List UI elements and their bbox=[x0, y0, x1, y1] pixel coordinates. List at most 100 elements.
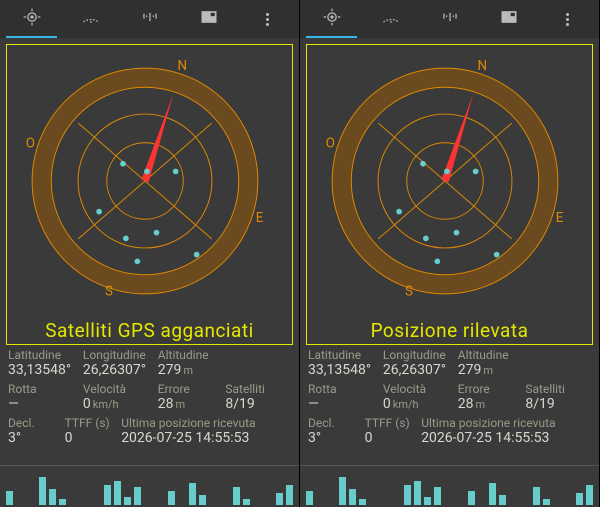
bar bbox=[404, 485, 411, 505]
tab-icon-0 bbox=[22, 7, 42, 31]
ttff-value: 0 bbox=[65, 430, 122, 446]
data-grid: LatitudineLongitudineAltitudine 33,13548°… bbox=[300, 345, 599, 417]
svg-text:N: N bbox=[177, 59, 187, 74]
data-grid: LatitudineLongitudineAltitudine 33,13548°… bbox=[0, 345, 299, 417]
bar bbox=[49, 489, 56, 505]
err-label: Errore bbox=[458, 383, 524, 396]
vel-label: Velocità bbox=[383, 383, 456, 396]
radar-caption: Satelliti GPS agganciati bbox=[7, 319, 292, 342]
ttff-label: TTFF (s) bbox=[65, 417, 122, 430]
bar bbox=[286, 485, 293, 505]
tab-1[interactable] bbox=[361, 0, 420, 38]
bar bbox=[468, 491, 475, 505]
svg-text:E: E bbox=[256, 211, 264, 226]
svg-text:E: E bbox=[556, 211, 564, 226]
rotta-value: — bbox=[308, 396, 381, 413]
data-row2: Decl.3°TTFF (s)0Ultima posizione ricevut… bbox=[300, 417, 599, 450]
last-label: Ultima posizione ricevuta bbox=[121, 417, 291, 430]
rotta-label: Rotta bbox=[8, 383, 81, 396]
bar bbox=[124, 497, 131, 505]
err-label: Errore bbox=[158, 383, 224, 396]
lat-value: 33,13548° bbox=[308, 362, 381, 379]
tab-icon-2 bbox=[440, 7, 460, 31]
vel-value: 0km/h bbox=[83, 396, 156, 413]
bar bbox=[306, 491, 313, 505]
tab-1[interactable] bbox=[61, 0, 120, 38]
radar-caption: Posizione rilevata bbox=[307, 319, 592, 342]
ttff-label: TTFF (s) bbox=[365, 417, 422, 430]
radar-svg: NSEO bbox=[7, 49, 283, 313]
decl-value: 3° bbox=[8, 430, 65, 446]
tab-0[interactable] bbox=[302, 0, 361, 38]
vel-label: Velocità bbox=[83, 383, 156, 396]
sat-value: 8/19 bbox=[525, 396, 591, 413]
bar bbox=[6, 491, 13, 505]
last-value: 2026-07-25 14:55:53 bbox=[121, 430, 291, 446]
decl-label: Decl. bbox=[308, 417, 365, 430]
bar bbox=[349, 489, 356, 505]
tab-0[interactable] bbox=[2, 0, 61, 38]
bar bbox=[114, 481, 121, 505]
rotta-label: Rotta bbox=[308, 383, 381, 396]
bar bbox=[199, 495, 206, 505]
bar bbox=[243, 499, 250, 505]
tab-3[interactable] bbox=[179, 0, 238, 38]
bar bbox=[576, 493, 583, 505]
bar bbox=[499, 495, 506, 505]
menu-icon bbox=[566, 13, 569, 26]
ttff-value: 0 bbox=[365, 430, 422, 446]
tabbar bbox=[300, 0, 599, 38]
lat-label: Latitudine bbox=[8, 349, 81, 362]
radar-svg: NSEO bbox=[307, 49, 583, 313]
bar bbox=[533, 487, 540, 505]
pane-right: NSEOPosizione rilevataLatitudineLongitud… bbox=[300, 0, 600, 507]
tab-3[interactable] bbox=[479, 0, 538, 38]
err-value: 28m bbox=[458, 396, 524, 413]
svg-text:S: S bbox=[105, 285, 113, 300]
tabbar bbox=[0, 0, 299, 38]
bar bbox=[339, 477, 346, 505]
lat-value: 33,13548° bbox=[8, 362, 81, 379]
tab-2[interactable] bbox=[120, 0, 179, 38]
bar bbox=[276, 493, 283, 505]
bar bbox=[59, 499, 66, 505]
decl-label: Decl. bbox=[8, 417, 65, 430]
lon-label: Longitudine bbox=[383, 349, 456, 362]
bar bbox=[414, 481, 421, 505]
vel-value: 0km/h bbox=[383, 396, 456, 413]
svg-text:S: S bbox=[405, 285, 413, 300]
alt-value: 279m bbox=[158, 362, 291, 379]
pane-left: NSEOSatelliti GPS agganciatiLatitudineLo… bbox=[0, 0, 300, 507]
menu-button[interactable] bbox=[538, 0, 597, 38]
tab-2[interactable] bbox=[420, 0, 479, 38]
rotta-value: — bbox=[8, 396, 81, 413]
last-value: 2026-07-25 14:55:53 bbox=[421, 430, 591, 446]
bar bbox=[489, 483, 496, 505]
signal-bars bbox=[0, 465, 299, 507]
tab-icon-1 bbox=[381, 7, 401, 31]
bar bbox=[359, 499, 366, 505]
lat-label: Latitudine bbox=[308, 349, 381, 362]
menu-icon bbox=[266, 13, 269, 26]
sat-value: 8/19 bbox=[225, 396, 291, 413]
tab-icon-3 bbox=[199, 7, 219, 31]
tab-icon-0 bbox=[322, 7, 342, 31]
bar bbox=[104, 485, 111, 505]
alt-label: Altitudine bbox=[158, 349, 291, 362]
tab-icon-1 bbox=[81, 7, 101, 31]
lon-value: 26,26307° bbox=[383, 362, 456, 379]
bar bbox=[586, 485, 593, 505]
last-label: Ultima posizione ricevuta bbox=[421, 417, 591, 430]
bar bbox=[168, 491, 175, 505]
radar-box: NSEOPosizione rilevata bbox=[306, 44, 593, 345]
menu-button[interactable] bbox=[238, 0, 297, 38]
signal-bars bbox=[300, 465, 599, 507]
bar bbox=[434, 487, 441, 505]
lon-label: Longitudine bbox=[83, 349, 156, 362]
tab-icon-3 bbox=[499, 7, 519, 31]
tab-icon-2 bbox=[140, 7, 160, 31]
svg-text:N: N bbox=[477, 59, 487, 74]
bar bbox=[134, 487, 141, 505]
data-row2: Decl.3°TTFF (s)0Ultima posizione ricevut… bbox=[0, 417, 299, 450]
alt-label: Altitudine bbox=[458, 349, 591, 362]
